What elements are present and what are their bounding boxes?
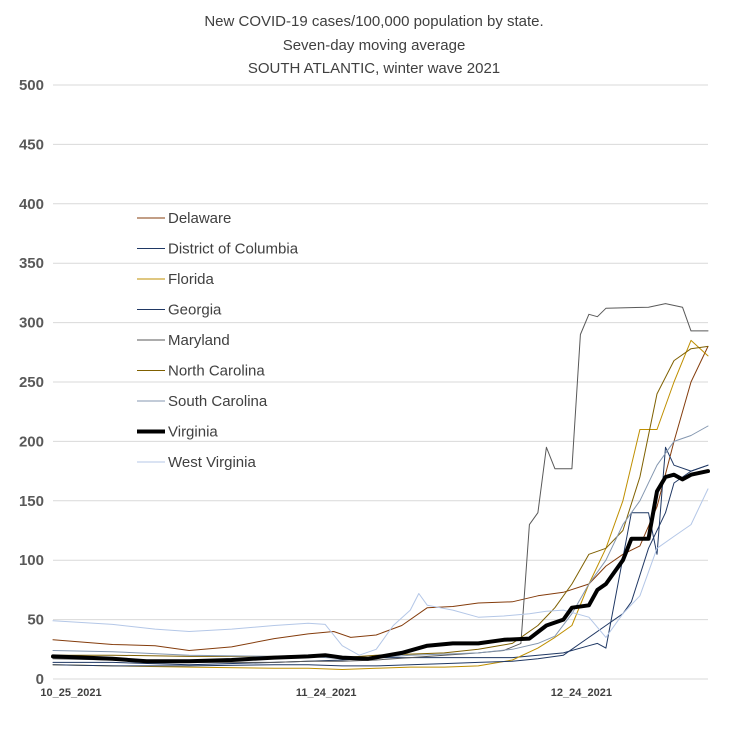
legend-label: Maryland bbox=[168, 332, 230, 349]
series-line-maryland bbox=[52, 303, 709, 663]
legend-label: Virginia bbox=[168, 424, 218, 441]
y-tick-label: 0 bbox=[36, 671, 44, 688]
y-axis-ticks: 0 50 100 150 200 250 300 350 400 450 500 bbox=[19, 77, 44, 688]
legend: Delaware District of Columbia Florida Georg… bbox=[137, 210, 299, 471]
chart-title-line-2: Seven-day moving average bbox=[283, 37, 466, 54]
legend-label: Georgia bbox=[168, 302, 222, 319]
y-tick-label: 500 bbox=[19, 77, 44, 94]
legend-label: North Carolina bbox=[168, 363, 265, 380]
y-tick-label: 400 bbox=[19, 196, 44, 213]
y-tick-label: 100 bbox=[19, 552, 44, 569]
x-tick-label: 10_25_2021 bbox=[40, 687, 101, 699]
y-tick-label: 450 bbox=[19, 136, 44, 153]
y-tick-label: 350 bbox=[19, 255, 44, 272]
series-line-delaware bbox=[52, 345, 709, 651]
series-line-virginia bbox=[51, 469, 710, 664]
x-axis-ticks: 10_25_2021 11_24_2021 12_24_2021 bbox=[40, 687, 612, 699]
series-line-georgia bbox=[52, 464, 709, 667]
legend-label: South Carolina bbox=[168, 393, 268, 410]
legend-label: District of Columbia bbox=[168, 241, 299, 258]
y-tick-label: 50 bbox=[27, 612, 44, 629]
x-tick-label: 11_24_2021 bbox=[296, 687, 357, 699]
chart-title: New COVID-19 cases/100,000 population by… bbox=[204, 13, 543, 77]
legend-label: Delaware bbox=[168, 210, 231, 227]
y-tick-label: 150 bbox=[19, 493, 44, 510]
chart-title-line-3: SOUTH ATLANTIC, winter wave 2021 bbox=[248, 60, 500, 77]
legend-label: Florida bbox=[168, 271, 215, 288]
y-tick-label: 200 bbox=[19, 433, 44, 450]
y-tick-label: 300 bbox=[19, 315, 44, 332]
series-line-florida bbox=[52, 339, 709, 670]
x-tick-label: 12_24_2021 bbox=[551, 687, 612, 699]
gridlines bbox=[53, 84, 708, 680]
legend-label: West Virginia bbox=[168, 454, 256, 471]
series-line-south-carolina bbox=[52, 425, 709, 660]
y-tick-label: 250 bbox=[19, 374, 44, 391]
series-line-north-carolina bbox=[52, 345, 709, 659]
series-line-west-virginia bbox=[52, 488, 709, 656]
chart-title-line-1: New COVID-19 cases/100,000 population by… bbox=[204, 13, 543, 30]
series-lines bbox=[51, 303, 710, 670]
